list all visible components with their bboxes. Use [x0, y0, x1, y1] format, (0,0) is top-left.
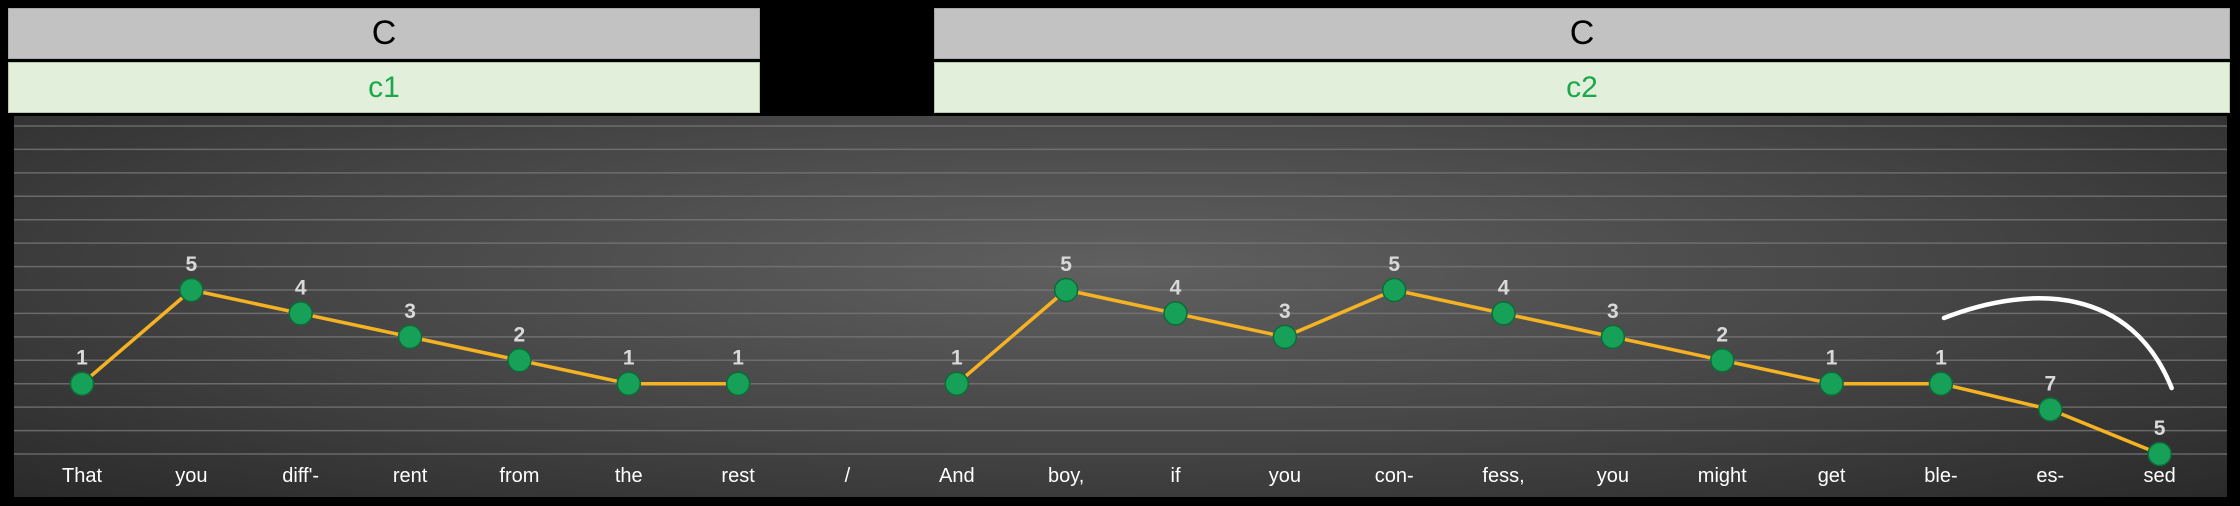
data-label: 4	[295, 276, 307, 299]
x-tick-label: rent	[393, 465, 428, 487]
data-label: 1	[1826, 347, 1838, 370]
x-tick-label: And	[939, 465, 975, 487]
data-point	[616, 371, 641, 396]
x-tick-label: rest	[721, 465, 755, 487]
section-subheader-2: c2	[934, 62, 2230, 113]
data-point	[944, 371, 970, 396]
data-point	[1053, 277, 1079, 303]
x-tick-label: get	[1818, 465, 1846, 487]
x-tick-label: con-	[1375, 465, 1414, 487]
x-tick-label: you	[1597, 465, 1629, 487]
data-label: 2	[514, 323, 526, 346]
data-point	[725, 371, 751, 396]
data-point	[507, 348, 532, 373]
data-point	[1491, 301, 1516, 326]
data-label: 1	[623, 347, 635, 370]
slur-annotation	[1941, 296, 2174, 391]
series-line-2	[955, 288, 2161, 456]
data-label: 4	[1498, 276, 1510, 299]
x-tick-label: That	[62, 465, 102, 487]
x-tick-label: if	[1171, 465, 1181, 487]
data-point	[1272, 324, 1298, 350]
data-label: 3	[1607, 300, 1619, 323]
data-point	[1600, 324, 1626, 350]
section-header-1: C	[8, 8, 760, 59]
data-point	[1381, 277, 1407, 303]
x-tick-label: sed	[2144, 465, 2176, 487]
section-subheader-1: c1	[8, 62, 760, 113]
x-tick-label: es-	[2036, 465, 2064, 487]
data-label: 1	[732, 347, 744, 370]
data-label: 1	[951, 347, 963, 370]
data-point	[1819, 371, 1844, 396]
data-label: 7	[2044, 372, 2056, 395]
data-label: 5	[2154, 417, 2166, 440]
data-label: 5	[186, 253, 198, 276]
data-label: 1	[1935, 347, 1947, 370]
x-tick-label: fess,	[1482, 465, 1524, 487]
x-tick-label: you	[1269, 465, 1301, 487]
x-tick-label: boy,	[1048, 465, 1084, 487]
x-tick-label: you	[175, 465, 207, 487]
data-point	[1928, 371, 1954, 396]
data-point	[1163, 301, 1188, 326]
data-point	[1710, 348, 1735, 373]
data-label: 3	[404, 300, 416, 323]
data-label: 5	[1060, 253, 1072, 276]
data-label: 5	[1388, 253, 1400, 276]
data-label: 3	[1279, 300, 1291, 323]
x-tick-label: from	[499, 465, 539, 487]
data-point	[69, 371, 95, 396]
x-tick-label: diff'-	[282, 465, 319, 487]
data-point	[2147, 441, 2172, 467]
data-label: 1	[76, 347, 88, 370]
data-point	[2038, 397, 2063, 422]
x-tick-label: ble-	[1924, 465, 1957, 487]
melody-chart-svg: That you diff'- rent from the rest / And boy, if yo…	[14, 125, 2227, 487]
data-label: 2	[1716, 323, 1728, 346]
x-tick-label: the	[615, 465, 643, 487]
melody-chart: That you diff'- rent from the rest / And boy, if yo…	[14, 116, 2227, 497]
data-label: 4	[1170, 276, 1182, 299]
x-tick-label: might	[1698, 465, 1747, 487]
x-tick-label: /	[845, 465, 851, 487]
data-point	[179, 277, 204, 303]
data-point	[397, 324, 423, 350]
section-header-2: C	[934, 8, 2230, 59]
data-point	[288, 301, 313, 326]
